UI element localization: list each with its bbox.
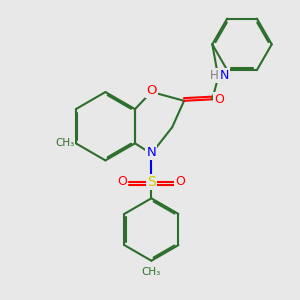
Text: N: N xyxy=(146,146,156,159)
Text: N: N xyxy=(220,69,230,82)
Text: O: O xyxy=(118,176,128,188)
Text: O: O xyxy=(175,176,185,188)
Text: CH₃: CH₃ xyxy=(55,138,74,148)
Text: O: O xyxy=(146,84,157,97)
Text: CH₃: CH₃ xyxy=(142,267,161,277)
Text: H: H xyxy=(210,69,219,82)
Text: O: O xyxy=(214,93,224,106)
Text: S: S xyxy=(147,175,156,189)
